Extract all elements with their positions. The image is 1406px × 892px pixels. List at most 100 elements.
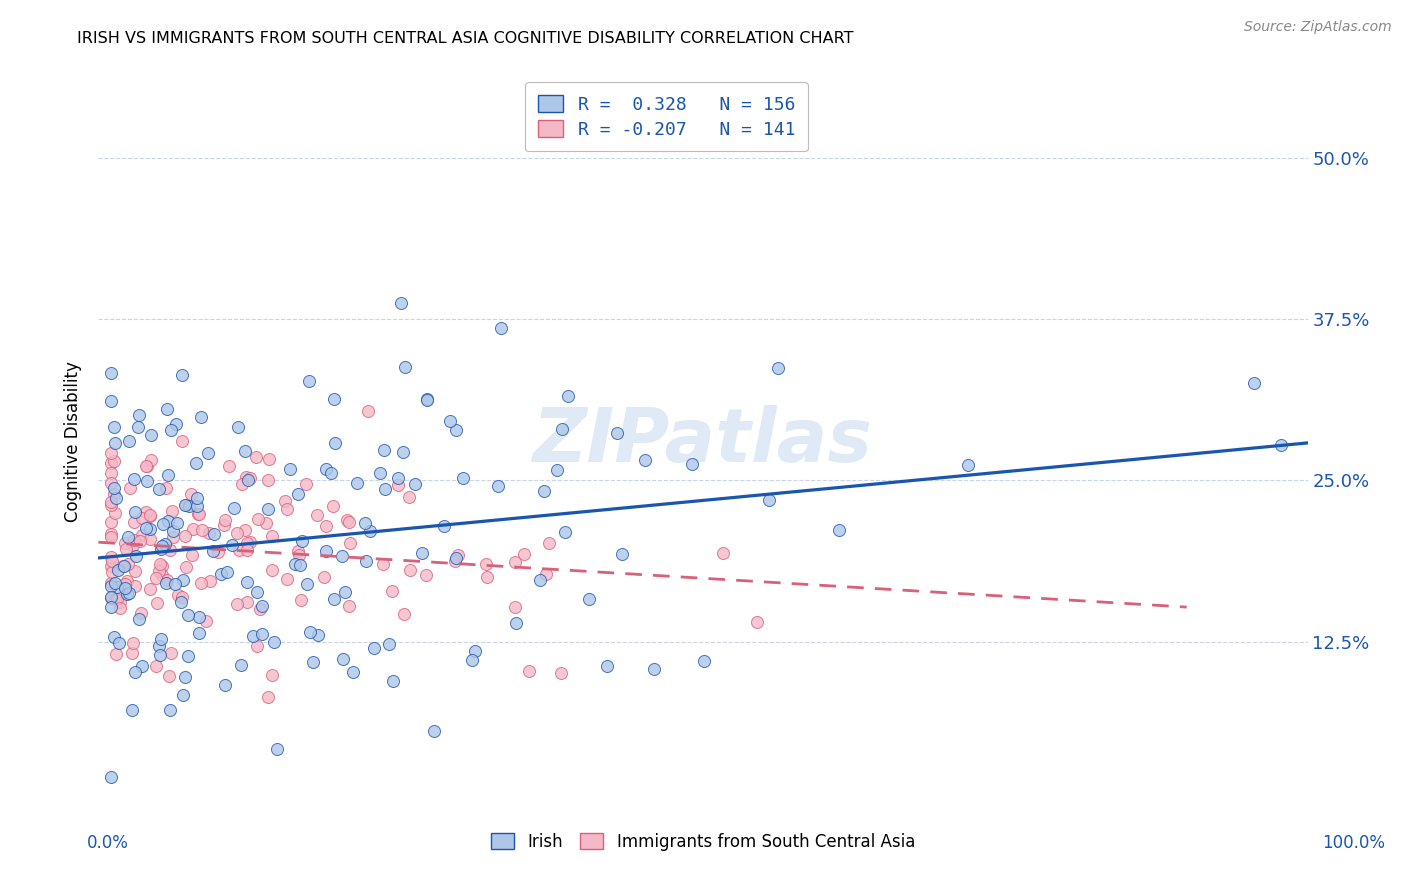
Point	[214, 513, 236, 527]
Point	[392, 607, 415, 621]
Point	[104, 576, 127, 591]
Point	[129, 606, 152, 620]
Point	[181, 548, 204, 562]
Text: ZIPatlas: ZIPatlas	[533, 405, 873, 478]
Point	[423, 723, 446, 738]
Point	[197, 446, 219, 460]
Point	[115, 587, 138, 601]
Point	[135, 458, 157, 473]
Point	[156, 573, 179, 587]
Point	[124, 564, 146, 578]
Point	[758, 492, 780, 507]
Point	[135, 521, 157, 535]
Point	[155, 575, 177, 590]
Point	[177, 648, 200, 663]
Point	[233, 523, 256, 537]
Point	[198, 574, 221, 589]
Point	[489, 321, 512, 335]
Point	[387, 471, 409, 485]
Point	[124, 549, 146, 563]
Point	[103, 630, 125, 644]
Point	[356, 554, 378, 568]
Point	[190, 575, 212, 590]
Point	[381, 584, 404, 599]
Point	[305, 508, 328, 522]
Point	[128, 408, 150, 422]
Point	[103, 487, 125, 501]
Point	[389, 295, 412, 310]
Point	[121, 636, 143, 650]
Point	[245, 639, 267, 653]
Point	[212, 517, 235, 532]
Point	[415, 392, 437, 407]
Point	[444, 423, 467, 437]
Point	[295, 476, 318, 491]
Point	[288, 558, 311, 573]
Point	[768, 361, 790, 376]
Point	[231, 658, 253, 673]
Point	[195, 614, 218, 628]
Point	[172, 368, 194, 383]
Point	[107, 563, 129, 577]
Point	[172, 688, 194, 702]
Point	[278, 461, 301, 475]
Point	[374, 482, 396, 496]
Point	[165, 577, 187, 591]
Point	[100, 549, 122, 564]
Point	[115, 574, 138, 588]
Point	[149, 557, 172, 571]
Legend: Irish, Immigrants from South Central Asia: Irish, Immigrants from South Central Asi…	[482, 825, 924, 860]
Point	[394, 360, 416, 375]
Point	[190, 523, 212, 537]
Point	[202, 544, 225, 558]
Point	[159, 703, 181, 717]
Point	[228, 543, 250, 558]
Point	[252, 627, 274, 641]
Point	[166, 516, 188, 531]
Point	[633, 452, 655, 467]
Point	[236, 543, 259, 558]
Point	[217, 565, 239, 579]
Point	[610, 547, 633, 561]
Point	[357, 403, 380, 417]
Point	[257, 452, 280, 467]
Point	[136, 474, 159, 488]
Point	[245, 450, 267, 464]
Point	[711, 546, 734, 560]
Point	[181, 522, 204, 536]
Point	[139, 453, 162, 467]
Point	[202, 527, 225, 541]
Point	[148, 640, 170, 654]
Point	[131, 510, 153, 524]
Point	[325, 436, 347, 450]
Point	[103, 420, 125, 434]
Point	[100, 527, 122, 541]
Point	[159, 542, 181, 557]
Point	[162, 524, 184, 538]
Point	[139, 532, 162, 546]
Point	[129, 533, 152, 548]
Point	[330, 549, 353, 564]
Point	[235, 470, 257, 484]
Point	[546, 463, 568, 477]
Point	[170, 434, 193, 448]
Point	[149, 648, 172, 663]
Point	[276, 502, 298, 516]
Point	[359, 524, 381, 538]
Point	[256, 473, 278, 487]
Point	[187, 507, 209, 521]
Point	[319, 466, 342, 480]
Point	[517, 664, 540, 678]
Point	[444, 554, 467, 568]
Point	[124, 579, 146, 593]
Point	[336, 513, 359, 527]
Point	[104, 506, 127, 520]
Point	[172, 590, 194, 604]
Point	[315, 544, 337, 558]
Point	[538, 535, 561, 549]
Point	[461, 653, 484, 667]
Point	[100, 591, 122, 605]
Point	[391, 445, 413, 459]
Point	[118, 434, 141, 449]
Point	[533, 483, 555, 498]
